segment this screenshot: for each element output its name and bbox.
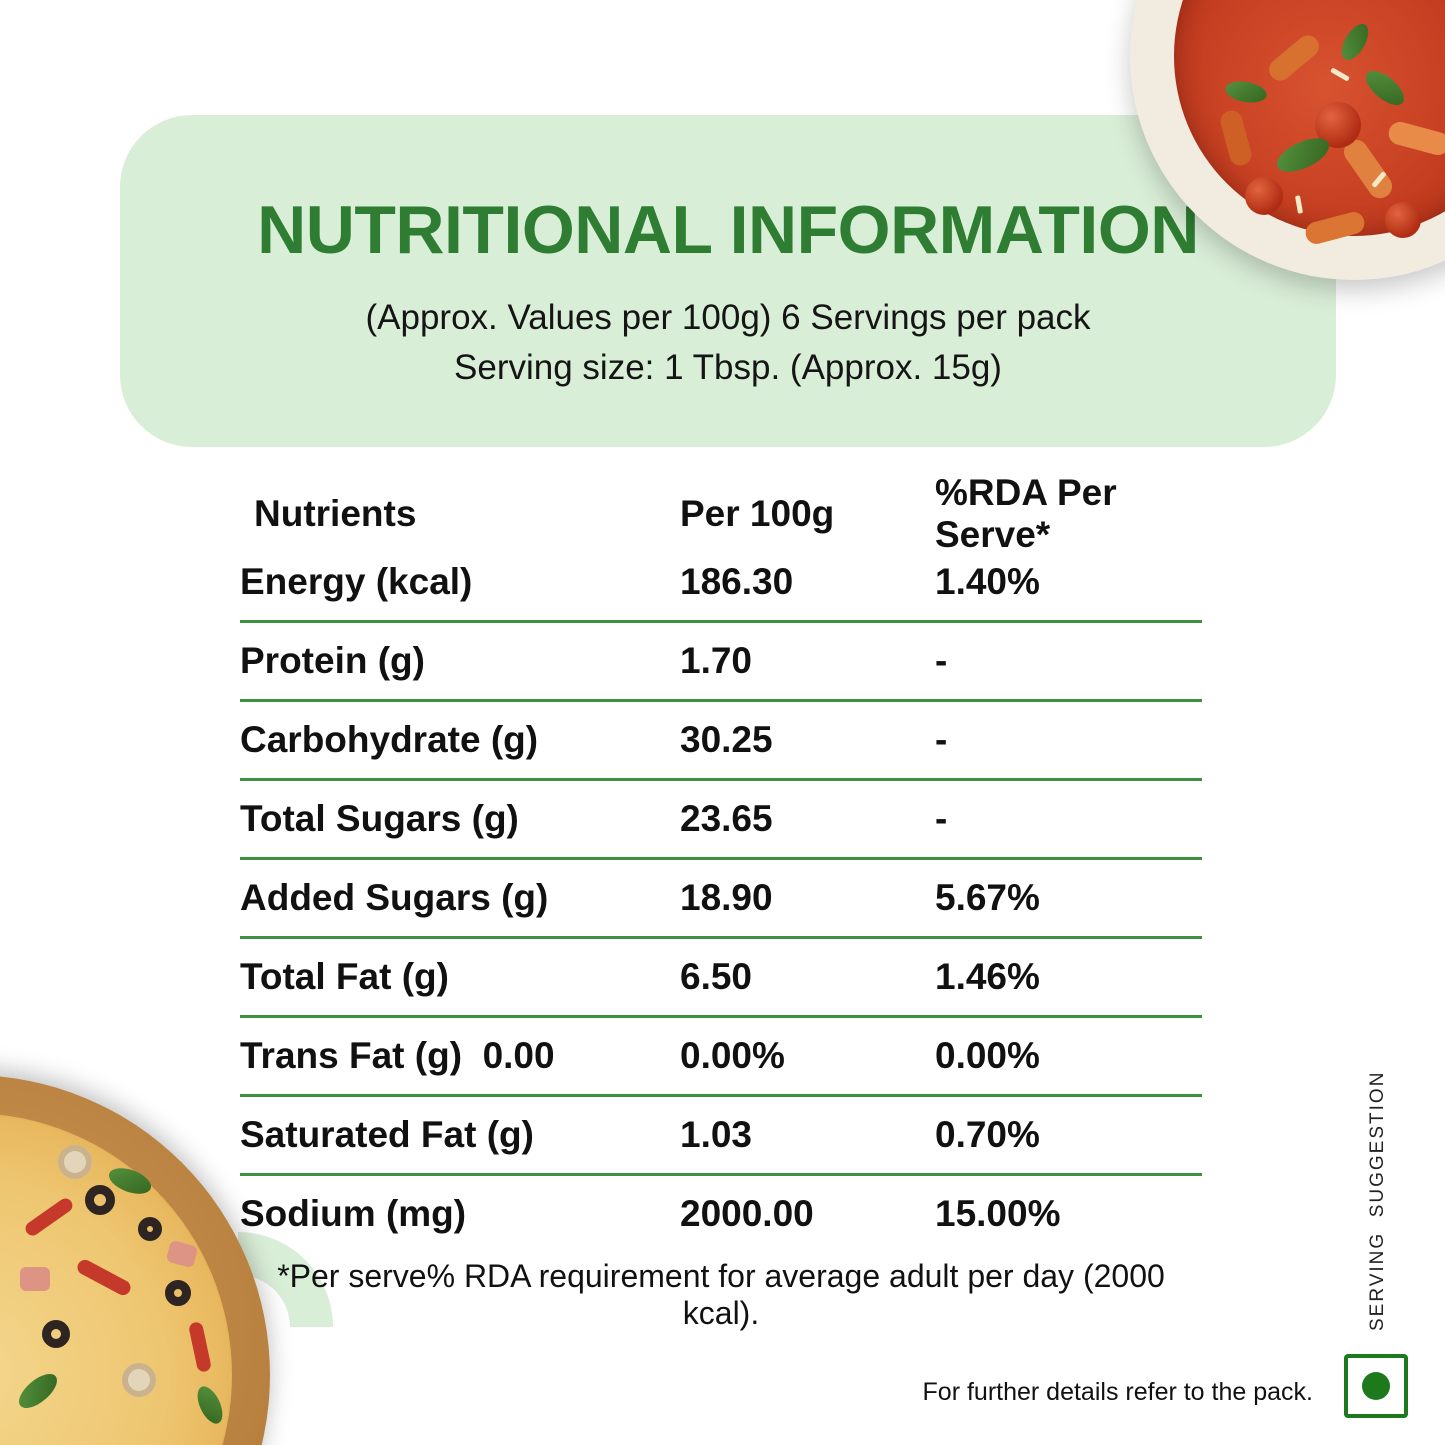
pasta-dish-photo [1130, 0, 1445, 280]
col-header-per-100g: Per 100g [680, 493, 835, 534]
cell-rda-per-serve: 0.00% [935, 1035, 1040, 1076]
table-row: Trans Fat (g) 0.00 0.00% 0.00% [240, 1018, 1202, 1097]
olive-icon [85, 1185, 115, 1215]
veg-symbol-dot [1362, 1372, 1390, 1400]
col-header-rda-per-serve: %RDA Per Serve* [935, 472, 1117, 555]
serving-suggestion-label: SERVING SUGGESTION [1367, 1070, 1388, 1331]
pizza-on-wooden-board-photo [0, 1075, 270, 1445]
nutrition-table: Nutrients Per 100g %RDA Per Serve* Energ… [240, 472, 1202, 1252]
cell-nutrient: Trans Fat (g) 0.00 [240, 1035, 555, 1076]
mushroom-icon [58, 1145, 92, 1179]
table-row: Sodium (mg) 2000.00 15.00% [240, 1176, 1202, 1252]
cell-nutrient: Carbohydrate (g) [240, 719, 539, 760]
table-body: Energy (kcal) 186.30 1.40% Protein (g) 1… [240, 544, 1202, 1252]
cell-nutrient: Sodium (mg) [240, 1193, 467, 1234]
header-band: NUTRITIONAL INFORMATION (Approx. Values … [120, 115, 1336, 447]
page-title: NUTRITIONAL INFORMATION [257, 192, 1199, 268]
cell-nutrient: Saturated Fat (g) [240, 1114, 534, 1155]
veg-symbol-icon [1344, 1354, 1408, 1418]
olive-icon [42, 1320, 70, 1348]
cell-nutrient: Protein (g) [240, 640, 425, 681]
table-row: Carbohydrate (g) 30.25 - [240, 702, 1202, 781]
table-row: Total Sugars (g) 23.65 - [240, 781, 1202, 860]
table-row: Protein (g) 1.70 - [240, 623, 1202, 702]
cell-per-100g: 1.70 [680, 640, 753, 681]
cell-rda-per-serve: - [935, 798, 948, 839]
subtitle-line-1: (Approx. Values per 100g) 6 Servings per… [365, 298, 1091, 337]
cell-per-100g: 6.50 [680, 956, 753, 997]
cell-rda-per-serve: 1.40% [935, 561, 1040, 602]
cell-per-100g: 0.00% [680, 1035, 785, 1076]
cell-rda-per-serve: 5.67% [935, 877, 1040, 918]
col-header-nutrients: Nutrients [254, 493, 417, 534]
cell-nutrient: Total Sugars (g) [240, 798, 519, 839]
cell-rda-per-serve: - [935, 719, 948, 760]
cell-rda-per-serve: 0.70% [935, 1114, 1040, 1155]
cell-per-100g: 18.90 [680, 877, 773, 918]
ham-icon [20, 1267, 50, 1291]
table-row: Total Fat (g) 6.50 1.46% [240, 939, 1202, 1018]
cell-nutrient: Added Sugars (g) [240, 877, 549, 918]
cell-per-100g: 23.65 [680, 798, 773, 839]
tomato-icon [1385, 202, 1421, 238]
cell-nutrient: Energy (kcal) [240, 561, 473, 602]
olive-icon [138, 1217, 162, 1241]
table-header-row: Nutrients Per 100g %RDA Per Serve* [240, 472, 1202, 555]
table-row: Saturated Fat (g) 1.03 0.70% [240, 1097, 1202, 1176]
footer-note: For further details refer to the pack. [922, 1378, 1313, 1406]
subtitle-line-2: Serving size: 1 Tbsp. (Approx. 15g) [454, 348, 1002, 387]
table-row: Added Sugars (g) 18.90 5.67% [240, 860, 1202, 939]
olive-icon [165, 1280, 191, 1306]
cell-per-100g: 1.03 [680, 1114, 753, 1155]
tomato-icon [1245, 177, 1283, 215]
footnote: *Per serve% RDA requirement for average … [277, 1258, 1165, 1331]
table-row: Energy (kcal) 186.30 1.40% [240, 544, 1202, 623]
cell-rda-per-serve: - [935, 640, 948, 681]
cell-nutrient: Total Fat (g) [240, 956, 449, 997]
cell-rda-per-serve: 1.46% [935, 956, 1040, 997]
cell-per-100g: 186.30 [680, 561, 794, 602]
mushroom-icon [122, 1363, 156, 1397]
cell-rda-per-serve: 15.00% [935, 1193, 1061, 1234]
cell-per-100g: 30.25 [680, 719, 773, 760]
cell-per-100g: 2000.00 [680, 1193, 814, 1234]
